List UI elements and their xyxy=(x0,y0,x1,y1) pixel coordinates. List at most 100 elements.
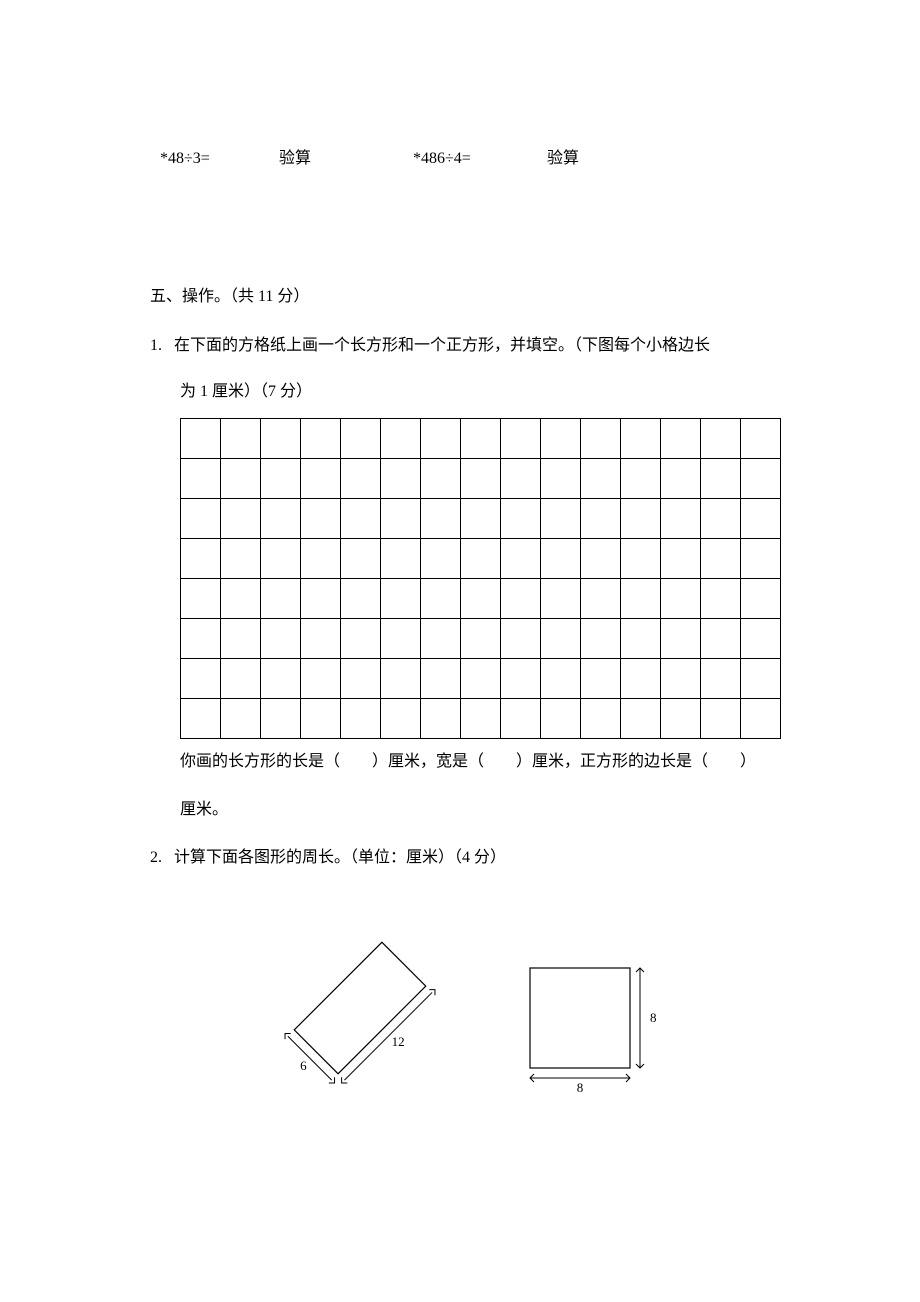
question-1-fill-blank-line2: 厘米。 xyxy=(150,791,790,829)
grid-cell xyxy=(261,418,301,458)
grid-cell xyxy=(181,418,221,458)
grid-cell xyxy=(501,538,541,578)
grid-cell xyxy=(181,578,221,618)
grid-cell xyxy=(501,418,541,458)
grid-cell xyxy=(501,458,541,498)
grid-cell xyxy=(341,458,381,498)
grid-cell xyxy=(581,538,621,578)
grid-cell xyxy=(501,618,541,658)
grid-cell xyxy=(421,698,461,738)
grid-cell xyxy=(621,578,661,618)
grid-cell xyxy=(421,618,461,658)
grid-cell xyxy=(301,658,341,698)
grid-cell xyxy=(541,538,581,578)
grid-cell xyxy=(301,538,341,578)
grid-cell xyxy=(261,658,301,698)
check-label-1: 验算 xyxy=(279,140,409,178)
grid-cell xyxy=(341,658,381,698)
grid-cell xyxy=(541,498,581,538)
grid-cell xyxy=(581,698,621,738)
grid-cell xyxy=(181,538,221,578)
grid-cell xyxy=(221,578,261,618)
grid-cell xyxy=(661,458,701,498)
grid-cell xyxy=(661,498,701,538)
grid-cell xyxy=(221,618,261,658)
grid-cell xyxy=(341,578,381,618)
grid-cell xyxy=(621,658,661,698)
grid-cell xyxy=(581,578,621,618)
problem-2: *486÷4= xyxy=(413,140,543,178)
grid-cell xyxy=(421,498,461,538)
grid-cell xyxy=(581,618,621,658)
grid-cell xyxy=(261,458,301,498)
problem-1: *48÷3= xyxy=(160,140,275,178)
grid-cell xyxy=(381,618,421,658)
grid-cell xyxy=(581,458,621,498)
grid-cell xyxy=(541,698,581,738)
grid-cell xyxy=(661,538,701,578)
question-1: 1.在下面的方格纸上画一个长方形和一个正方形，并填空。（下图每个小格边长 xyxy=(150,327,790,365)
grid-cell xyxy=(181,698,221,738)
grid-cell xyxy=(381,418,421,458)
grid-cell xyxy=(421,578,461,618)
grid-cell xyxy=(421,538,461,578)
grid-cell xyxy=(701,658,741,698)
grid-cell xyxy=(501,578,541,618)
grid-cell xyxy=(381,698,421,738)
grid-cell xyxy=(181,658,221,698)
grid-cell xyxy=(621,618,661,658)
grid-cell xyxy=(741,498,781,538)
grid-cell xyxy=(581,498,621,538)
grid-cell xyxy=(461,658,501,698)
grid-cell xyxy=(301,498,341,538)
question-2: 2.计算下面各图形的周长。（单位：厘米）（4 分） xyxy=(150,839,790,877)
grid-cell xyxy=(461,698,501,738)
grid-cell xyxy=(621,698,661,738)
question-2-number: 2. xyxy=(150,839,174,877)
grid-cell xyxy=(261,578,301,618)
grid-cell xyxy=(381,578,421,618)
grid-cell xyxy=(581,658,621,698)
grid-cell xyxy=(341,538,381,578)
grid-cell xyxy=(301,698,341,738)
grid-cell xyxy=(221,538,261,578)
grid-cell xyxy=(661,658,701,698)
grid-paper xyxy=(180,418,781,739)
grid-cell xyxy=(421,418,461,458)
grid-cell xyxy=(661,578,701,618)
grid-cell xyxy=(541,618,581,658)
grid-cell xyxy=(701,538,741,578)
grid-cell xyxy=(301,418,341,458)
square-shape: 8 8 xyxy=(510,958,670,1113)
grid-cell xyxy=(741,658,781,698)
grid-cell xyxy=(381,458,421,498)
grid-cell xyxy=(741,698,781,738)
grid-cell xyxy=(501,698,541,738)
grid-cell xyxy=(701,498,741,538)
grid-cell xyxy=(621,458,661,498)
grid-cell xyxy=(221,458,261,498)
question-1-fill-blank: 你画的长方形的长是（ ）厘米，宽是（ ）厘米，正方形的边长是（ ） xyxy=(150,743,790,781)
rect-width-label: 6 xyxy=(300,1058,307,1073)
check-label-2: 验算 xyxy=(547,140,627,178)
grid-cell xyxy=(701,418,741,458)
grid-cell xyxy=(461,578,501,618)
grid-cell xyxy=(461,538,501,578)
grid-cell xyxy=(541,578,581,618)
question-1-text: 在下面的方格纸上画一个长方形和一个正方形，并填空。（下图每个小格边长 xyxy=(174,337,710,354)
grid-cell xyxy=(501,658,541,698)
division-problems-row: *48÷3= 验算 *486÷4= 验算 xyxy=(150,140,790,178)
grid-cell xyxy=(741,578,781,618)
grid-cell xyxy=(421,458,461,498)
grid-cell xyxy=(181,458,221,498)
grid-cell xyxy=(741,538,781,578)
grid-cell xyxy=(541,658,581,698)
grid-cell xyxy=(621,538,661,578)
grid-cell xyxy=(701,618,741,658)
rect-length-label: 12 xyxy=(392,1034,405,1049)
square-width-label: 8 xyxy=(577,1080,584,1095)
grid-cell xyxy=(341,418,381,458)
grid-cell xyxy=(701,578,741,618)
grid-cell xyxy=(181,618,221,658)
grid-cell xyxy=(461,498,501,538)
